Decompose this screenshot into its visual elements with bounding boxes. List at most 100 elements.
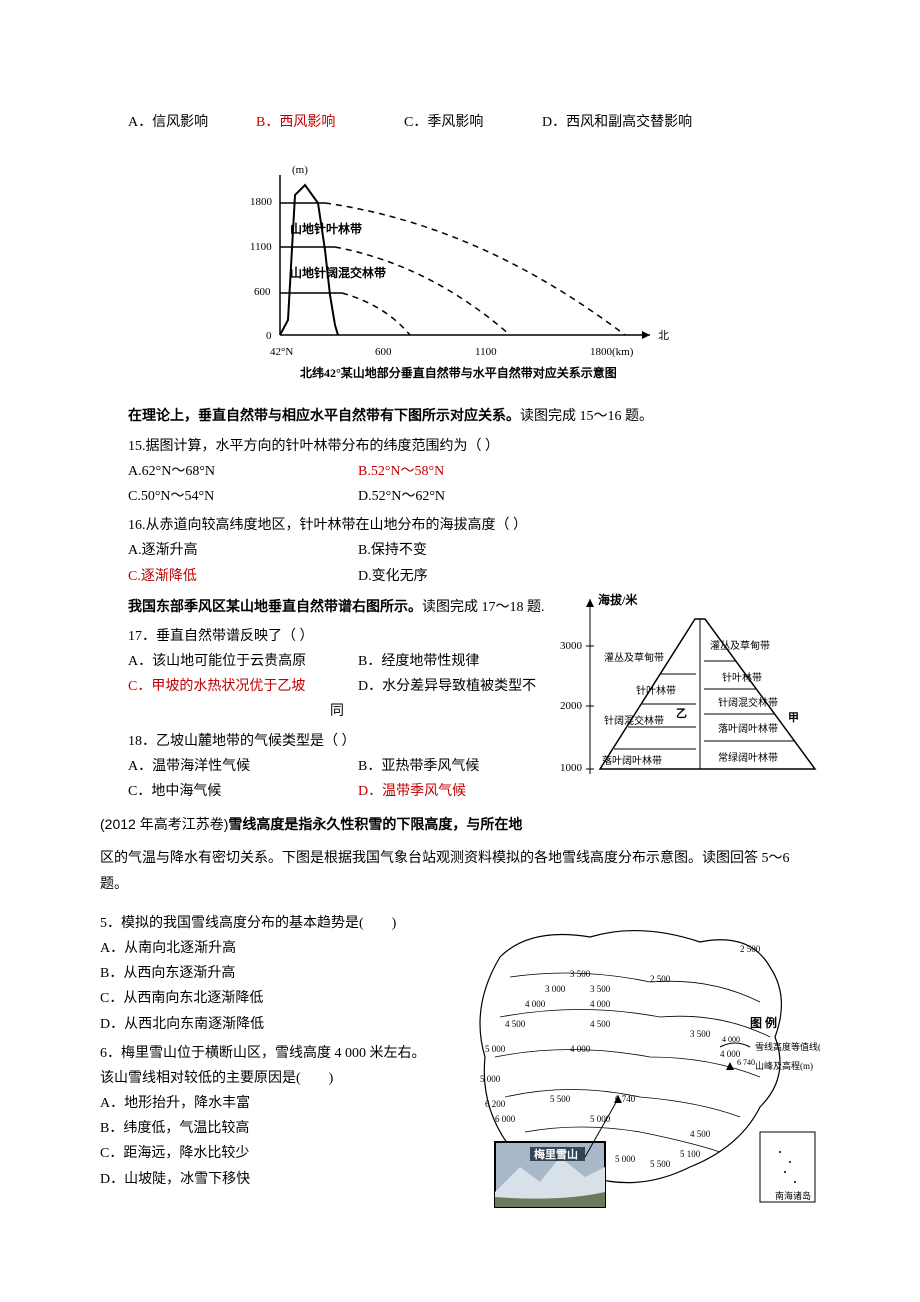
q14-opt-a: A．信风影响 — [100, 110, 220, 135]
q5: 5．模拟的我国雪线高度分布的基本趋势是( ) A．从南向北逐渐升高 B．从西向东… — [100, 911, 430, 1037]
q18-opt-c: C．地中海气候 — [100, 779, 330, 804]
svg-text:1800: 1800 — [250, 196, 273, 208]
svg-text:落叶阔叶林带: 落叶阔叶林带 — [602, 754, 662, 767]
svg-text:4 500: 4 500 — [505, 1019, 526, 1029]
q16-opt-d: D.变化无序 — [330, 564, 820, 589]
q15: 15.据图计算，水平方向的针叶林带分布的纬度范围约为（ ） A.62°N～68°… — [100, 434, 820, 510]
svg-text:2 500: 2 500 — [740, 944, 761, 954]
svg-text:1800(km): 1800(km) — [590, 346, 634, 358]
svg-text:5 000: 5 000 — [480, 1074, 501, 1084]
q16-opt-a: A.逐渐升高 — [100, 538, 330, 563]
q5-opt-c: C．从西南向东北逐渐降低 — [100, 986, 430, 1011]
q15-opt-b: B.52°N～58°N — [330, 459, 820, 484]
q17-opt-a: A．该山地可能位于云贵高原 — [100, 649, 330, 674]
svg-text:甲: 甲 — [788, 711, 799, 724]
jiangsu-intro-2: 区的气温与降水有密切关系。下图是根据我国气象台站观测资料模拟的各地雪线高度分布示… — [100, 846, 820, 896]
svg-text:3 500: 3 500 — [570, 969, 591, 979]
figure-2-svg: 海拔/米 3000 2000 1000 灌丛及草甸带 针叶林带 乙 — [560, 589, 820, 789]
svg-text:针阔混交林带: 针阔混交林带 — [718, 696, 778, 709]
svg-text:4 000: 4 000 — [722, 1035, 740, 1044]
q18-opt-b: B．亚热带季风气候 — [330, 754, 550, 779]
svg-text:3 500: 3 500 — [590, 984, 611, 994]
q18-opt-d: D．温带季风气候 — [330, 779, 550, 804]
svg-text:4 000: 4 000 — [525, 999, 546, 1009]
q14-opt-c: C．季风影响 — [376, 110, 506, 135]
q6-stem: 6．梅里雪山位于横断山区，雪线高度 4 000 米左右。该山雪线相对较低的主要原… — [100, 1041, 430, 1091]
q15-stem: 15.据图计算，水平方向的针叶林带分布的纬度范围约为（ ） — [100, 434, 820, 459]
svg-text:3000: 3000 — [560, 640, 583, 652]
figure-2: 海拔/米 3000 2000 1000 灌丛及草甸带 针叶林带 乙 — [560, 589, 820, 798]
svg-text:海拔/米: 海拔/米 — [598, 592, 638, 607]
svg-text:北: 北 — [658, 329, 669, 342]
q15-opt-c: C.50°N～54°N — [100, 484, 330, 509]
q18-stem: 18．乙坡山麓地带的气候类型是（ ） — [100, 729, 550, 754]
q5-opt-a: A．从南向北逐渐升高 — [100, 936, 430, 961]
svg-text:4 500: 4 500 — [590, 1019, 611, 1029]
q14-opt-b: B．西风影响 — [228, 110, 368, 135]
svg-text:2 500: 2 500 — [650, 974, 671, 984]
svg-text:4 500: 4 500 — [690, 1129, 711, 1139]
svg-text:落叶阔叶林带: 落叶阔叶林带 — [718, 722, 778, 735]
q18-opt-a: A．温带海洋性气候 — [100, 754, 330, 779]
q15-opt-a: A.62°N～68°N — [100, 459, 330, 484]
svg-text:5 500: 5 500 — [650, 1159, 671, 1169]
svg-text:针阔混交林带: 针阔混交林带 — [604, 714, 664, 727]
svg-text:灌丛及草甸带: 灌丛及草甸带 — [604, 651, 664, 664]
svg-text:乙: 乙 — [676, 707, 687, 720]
figure-3: 2 500 3 500 3 000 3 500 2 500 4 000 4 00… — [440, 907, 820, 1226]
svg-text:4 000: 4 000 — [590, 999, 611, 1009]
svg-text:5 500: 5 500 — [550, 1094, 571, 1104]
svg-text:600: 600 — [375, 346, 392, 358]
q5-opt-b: B．从西向东逐渐升高 — [100, 961, 430, 986]
svg-text:6 200: 6 200 — [485, 1099, 506, 1109]
fig1-ylabel: (m) — [292, 164, 308, 176]
svg-text:5 000: 5 000 — [590, 1114, 611, 1124]
svg-text:2000: 2000 — [560, 700, 583, 712]
q6: 6．梅里雪山位于横断山区，雪线高度 4 000 米左右。该山雪线相对较低的主要原… — [100, 1041, 430, 1192]
q17: 17．垂直自然带谱反映了（ ） A．该山地可能位于云贵高原 B．经度地带性规律 … — [100, 624, 550, 725]
svg-text:6 000: 6 000 — [495, 1114, 516, 1124]
svg-text:3 000: 3 000 — [545, 984, 566, 994]
svg-text:山地针叶林带: 山地针叶林带 — [290, 221, 362, 236]
q17-opt-d: D．水分差异导致植被类型不同 — [330, 674, 550, 724]
svg-text:600: 600 — [254, 286, 271, 298]
svg-text:5 000: 5 000 — [615, 1154, 636, 1164]
svg-text:灌丛及草甸带: 灌丛及草甸带 — [710, 639, 770, 652]
svg-text:针叶林带: 针叶林带 — [636, 684, 676, 697]
q17-stem: 17．垂直自然带谱反映了（ ） — [100, 624, 550, 649]
jiangsu-intro-1: (2012 年高考江苏卷)雪线高度是指永久性积雪的下限高度，与所在地 — [100, 812, 820, 838]
svg-text:4 000: 4 000 — [570, 1044, 591, 1054]
q6-opt-c: C．距海远，降水比较少 — [100, 1141, 430, 1166]
svg-text:梅里雪山: 梅里雪山 — [534, 1147, 578, 1161]
q6-opt-a: A．地形抬升，降水丰富 — [100, 1091, 430, 1116]
svg-text:常绿阔叶林带: 常绿阔叶林带 — [718, 751, 778, 764]
q14-options: A．信风影响 B．西风影响 C．季风影响 D．西风和副高交替影响 — [100, 110, 820, 135]
intro-15-16: 在理论上，垂直自然带与相应水平自然带有下图所示对应关系。读图完成 15～16 题… — [100, 404, 820, 429]
q16-opt-b: B.保持不变 — [330, 538, 820, 563]
svg-text:0: 0 — [266, 330, 272, 342]
svg-text:北纬42°某山地部分垂直自然带与水平自然带对应关系示意图: 北纬42°某山地部分垂直自然带与水平自然带对应关系示意图 — [300, 365, 617, 380]
svg-text:5 000: 5 000 — [485, 1044, 506, 1054]
q6-opt-b: B．纬度低，气温比较高 — [100, 1116, 430, 1141]
svg-text:3 500: 3 500 — [690, 1029, 711, 1039]
q5-stem: 5．模拟的我国雪线高度分布的基本趋势是( ) — [100, 911, 430, 936]
svg-text:山地针阔混交林带: 山地针阔混交林带 — [290, 265, 386, 280]
svg-text:南海诸岛: 南海诸岛 — [775, 1190, 811, 1201]
svg-text:6 740: 6 740 — [737, 1058, 755, 1067]
q14-opt-d: D．西风和副高交替影响 — [514, 110, 820, 135]
figure-1: (m) 1800 1100 600 0 42°N 600 1100 1800(k… — [100, 155, 820, 394]
q17-opt-b: B．经度地带性规律 — [330, 649, 550, 674]
svg-text:1000: 1000 — [560, 762, 583, 774]
q6-opt-d: D．山坡陡，冰雪下移快 — [100, 1167, 430, 1192]
section-17-18: 我国东部季风区某山地垂直自然带谱右图所示。读图完成 17～18 题. 17．垂直… — [100, 589, 820, 805]
svg-text:图 例: 图 例 — [750, 1015, 777, 1030]
svg-text:1100: 1100 — [250, 241, 272, 253]
svg-text:山峰及高程(m): 山峰及高程(m) — [755, 1060, 813, 1071]
svg-text:雪线高度等值线(m): 雪线高度等值线(m) — [755, 1041, 820, 1052]
svg-text:42°N: 42°N — [270, 346, 293, 358]
q16: 16.从赤道向较高纬度地区，针叶林带在山地分布的海拔高度（ ） A.逐渐升高 B… — [100, 513, 820, 589]
q18: 18．乙坡山麓地带的气候类型是（ ） A．温带海洋性气候 B．亚热带季风气候 C… — [100, 729, 550, 805]
figure-3-svg: 2 500 3 500 3 000 3 500 2 500 4 000 4 00… — [440, 907, 820, 1217]
q16-opt-c: C.逐渐降低 — [100, 564, 330, 589]
q5-opt-d: D．从西北向东南逐渐降低 — [100, 1012, 430, 1037]
